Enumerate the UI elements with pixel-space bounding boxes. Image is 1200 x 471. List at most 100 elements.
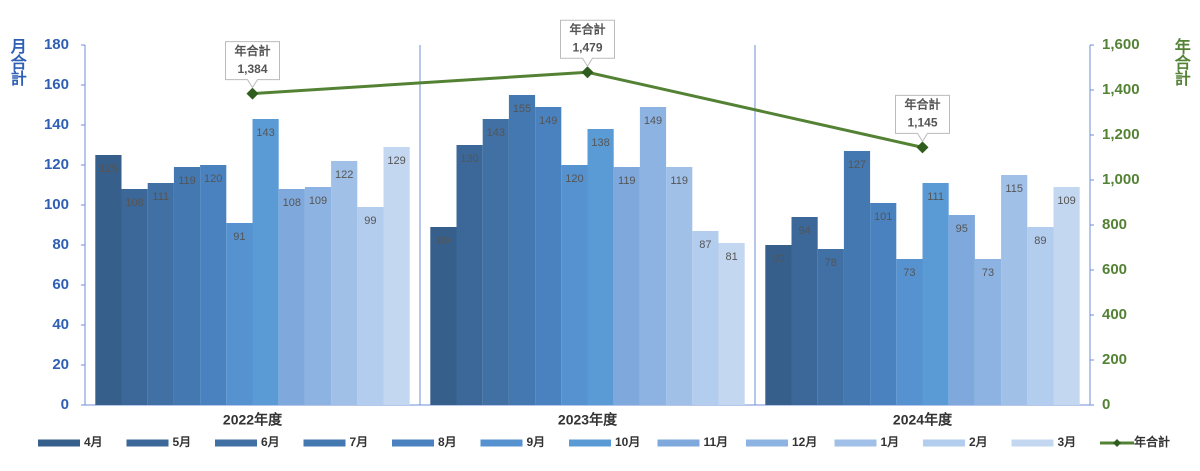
bar-label: 122 (335, 169, 353, 181)
callout-value: 1,479 (572, 40, 602, 54)
bar (430, 227, 457, 405)
bar (173, 167, 201, 405)
y2-tick-label: 200 (1102, 351, 1127, 368)
bar (226, 223, 253, 405)
bar (870, 203, 897, 405)
legend-label: 2月 (969, 435, 988, 449)
legend-label: 11月 (704, 435, 729, 449)
legend-label: 5月 (173, 435, 192, 449)
x-tick-label: 2023年度 (558, 412, 618, 428)
legend-label: 7月 (350, 435, 369, 449)
bar-label: 115 (1005, 183, 1023, 195)
legend-swatch (392, 439, 434, 447)
y-tick-label: 100 (44, 196, 69, 213)
bar (383, 147, 410, 405)
callout-name: 年合計 (569, 21, 605, 36)
y-tick-label: 180 (44, 36, 69, 53)
legend-swatch (126, 439, 169, 447)
x-tick-label: 2022年度 (223, 412, 283, 428)
y2-tick-label: 1,400 (1102, 81, 1140, 98)
y2-tick-label: 800 (1102, 216, 1127, 233)
legend-swatch (834, 439, 877, 447)
bar (200, 165, 227, 405)
bar-label: 111 (927, 191, 944, 203)
y2-tick-label: 1,200 (1102, 126, 1140, 143)
legend-label: 4月 (84, 435, 103, 449)
bar (791, 217, 818, 405)
callout-box (225, 41, 280, 89)
line-marker (916, 141, 929, 154)
bar (666, 167, 693, 405)
bar-label: 91 (233, 231, 245, 243)
legend-swatch (215, 439, 257, 447)
y-tick-label: 80 (52, 236, 69, 253)
bar-label: 108 (125, 197, 143, 209)
bar (922, 183, 949, 405)
bar (357, 207, 384, 405)
callout-name: 年合計 (904, 97, 940, 112)
callout-box (895, 94, 950, 143)
callout-value: 1,145 (907, 116, 937, 130)
legend-label: 年合計 (1134, 434, 1170, 449)
bar (147, 183, 174, 405)
bar-label: 109 (309, 195, 327, 207)
bar-label: 138 (591, 137, 609, 149)
bar-label: 80 (772, 253, 784, 265)
x-tick-label: 2024年度 (893, 412, 953, 428)
bar (95, 155, 122, 405)
y2-tick-label: 600 (1102, 261, 1127, 278)
bar-label: 95 (956, 223, 968, 235)
bar (278, 189, 305, 405)
bar-label: 78 (825, 257, 837, 269)
legend-label: 12月 (792, 435, 817, 449)
legend-swatch (923, 439, 965, 447)
bar-label: 81 (725, 251, 737, 263)
y2-tick-label: 1,600 (1102, 36, 1140, 53)
bar-label: 119 (670, 175, 688, 187)
callout-value: 1,384 (237, 62, 267, 76)
bar (1001, 175, 1028, 405)
y-axis-title: 月合計 (8, 38, 28, 87)
bar (252, 119, 279, 405)
bar (948, 215, 975, 405)
bar-label: 87 (699, 239, 711, 251)
line-marker (246, 87, 259, 100)
bar-label: 149 (644, 115, 662, 127)
bar (561, 165, 588, 405)
bar-label: 125 (99, 163, 117, 175)
bar-label: 120 (565, 173, 583, 185)
bar (508, 95, 536, 405)
bar-label: 73 (903, 267, 915, 279)
bar-label: 111 (152, 191, 169, 203)
legend-swatch (1113, 439, 1121, 447)
legend-swatch (303, 439, 346, 447)
bar (896, 259, 923, 405)
bar (843, 151, 871, 405)
bar-label: 149 (539, 115, 557, 127)
legend-label: 8月 (438, 435, 457, 449)
legend-label: 1月 (881, 435, 900, 449)
bar-label: 89 (437, 235, 449, 247)
bar-label: 94 (798, 225, 810, 237)
bar (974, 259, 1002, 405)
legend-swatch (569, 439, 611, 447)
bar-label: 155 (513, 103, 531, 115)
bar (692, 231, 719, 405)
bar (121, 189, 148, 405)
y-tick-label: 20 (52, 356, 69, 373)
bar-label: 119 (618, 175, 636, 187)
bar-label: 73 (982, 267, 994, 279)
y-tick-label: 160 (44, 76, 69, 93)
bar-label: 143 (487, 127, 505, 139)
y-tick-label: 40 (52, 316, 69, 333)
legend-swatch (480, 439, 523, 447)
y2-tick-label: 400 (1102, 306, 1127, 323)
bar (765, 245, 792, 405)
y-tick-label: 60 (52, 276, 69, 293)
bar (1027, 227, 1054, 405)
bar-label: 101 (874, 211, 892, 223)
bar-label: 129 (387, 155, 405, 167)
legend-label: 9月 (527, 435, 546, 449)
bar (535, 107, 562, 405)
